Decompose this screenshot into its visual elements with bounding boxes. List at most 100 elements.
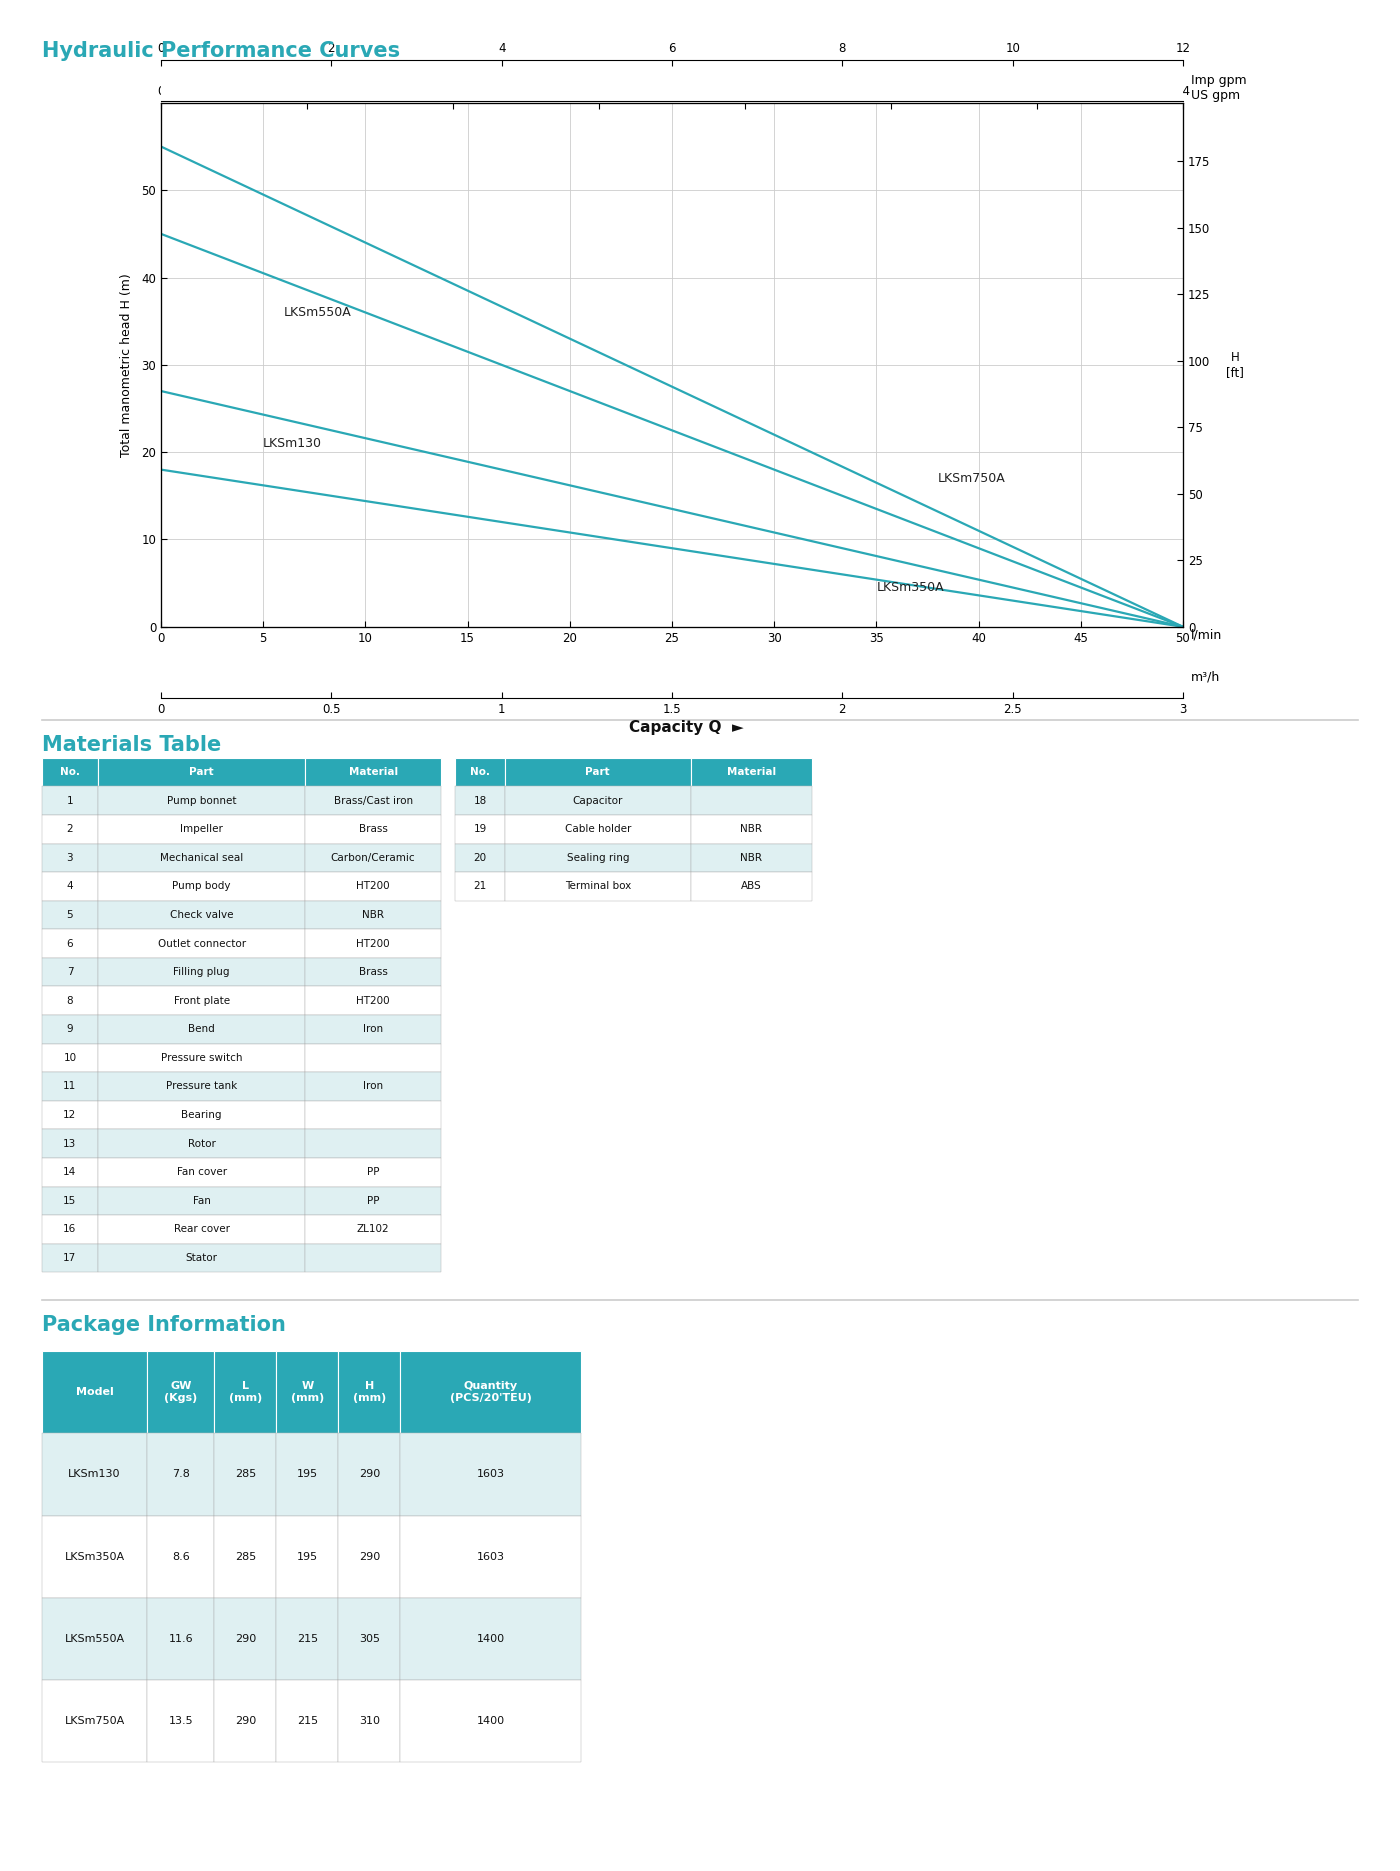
Text: 11: 11: [63, 1081, 77, 1091]
FancyBboxPatch shape: [455, 872, 505, 900]
FancyBboxPatch shape: [98, 958, 305, 986]
FancyBboxPatch shape: [400, 1351, 581, 1433]
FancyBboxPatch shape: [214, 1680, 276, 1762]
FancyBboxPatch shape: [400, 1516, 581, 1598]
Text: 16: 16: [63, 1224, 77, 1235]
FancyBboxPatch shape: [505, 872, 690, 900]
Text: Carbon/Ceramic: Carbon/Ceramic: [330, 853, 416, 863]
Text: Imp gpm: Imp gpm: [1191, 73, 1247, 86]
Text: 14: 14: [63, 1168, 77, 1177]
Text: Stator: Stator: [186, 1254, 217, 1263]
Text: 17: 17: [63, 1254, 77, 1263]
Text: 1603: 1603: [477, 1551, 505, 1562]
Text: Brass: Brass: [358, 967, 388, 977]
FancyBboxPatch shape: [276, 1351, 339, 1433]
FancyBboxPatch shape: [505, 816, 690, 844]
FancyBboxPatch shape: [42, 1014, 98, 1044]
FancyBboxPatch shape: [98, 1100, 305, 1130]
Text: 13.5: 13.5: [168, 1716, 193, 1727]
Text: 290: 290: [358, 1551, 379, 1562]
FancyBboxPatch shape: [42, 930, 98, 958]
Text: Check valve: Check valve: [169, 909, 234, 921]
Text: Part: Part: [585, 767, 610, 776]
Text: 8: 8: [67, 995, 73, 1007]
Text: Filling plug: Filling plug: [174, 967, 230, 977]
FancyBboxPatch shape: [42, 1680, 147, 1762]
FancyBboxPatch shape: [339, 1433, 400, 1516]
FancyBboxPatch shape: [98, 900, 305, 930]
FancyBboxPatch shape: [42, 1516, 147, 1598]
Text: 215: 215: [297, 1716, 318, 1727]
Text: Material: Material: [727, 767, 776, 776]
Text: 9: 9: [67, 1023, 73, 1035]
FancyBboxPatch shape: [505, 758, 690, 786]
Text: Model: Model: [76, 1386, 113, 1398]
Text: 6: 6: [67, 939, 73, 949]
Text: PP: PP: [367, 1168, 379, 1177]
FancyBboxPatch shape: [42, 1186, 98, 1214]
Text: NBR: NBR: [363, 909, 384, 921]
Text: Quantity
(PCS/20'TEU): Quantity (PCS/20'TEU): [449, 1381, 532, 1403]
FancyBboxPatch shape: [147, 1598, 214, 1680]
Text: Rear cover: Rear cover: [174, 1224, 230, 1235]
FancyBboxPatch shape: [505, 786, 690, 816]
Text: Cable holder: Cable holder: [564, 825, 631, 834]
Text: 305: 305: [358, 1633, 379, 1645]
Text: 195: 195: [297, 1469, 318, 1480]
FancyBboxPatch shape: [147, 1680, 214, 1762]
FancyBboxPatch shape: [98, 930, 305, 958]
Text: 1603: 1603: [477, 1469, 505, 1480]
FancyBboxPatch shape: [305, 1014, 441, 1044]
Text: 7.8: 7.8: [172, 1469, 190, 1480]
Text: Material: Material: [349, 767, 398, 776]
Text: 1400: 1400: [476, 1716, 505, 1727]
FancyBboxPatch shape: [98, 1130, 305, 1158]
FancyBboxPatch shape: [305, 1158, 441, 1186]
Text: No.: No.: [470, 767, 490, 776]
FancyBboxPatch shape: [98, 786, 305, 816]
Text: 290: 290: [358, 1469, 379, 1480]
FancyBboxPatch shape: [276, 1516, 339, 1598]
FancyBboxPatch shape: [147, 1516, 214, 1598]
FancyBboxPatch shape: [305, 900, 441, 930]
FancyBboxPatch shape: [42, 958, 98, 986]
Text: Bearing: Bearing: [182, 1110, 221, 1121]
FancyBboxPatch shape: [98, 844, 305, 872]
FancyBboxPatch shape: [42, 986, 98, 1014]
Text: 290: 290: [235, 1633, 256, 1645]
Text: 290: 290: [235, 1716, 256, 1727]
Text: 285: 285: [235, 1551, 256, 1562]
FancyBboxPatch shape: [214, 1516, 276, 1598]
FancyBboxPatch shape: [339, 1598, 400, 1680]
Text: 19: 19: [473, 825, 487, 834]
Text: Materials Table: Materials Table: [42, 735, 221, 756]
FancyBboxPatch shape: [42, 1158, 98, 1186]
FancyBboxPatch shape: [98, 1014, 305, 1044]
Text: ZL102: ZL102: [357, 1224, 389, 1235]
FancyBboxPatch shape: [42, 786, 98, 816]
Text: Capacitor: Capacitor: [573, 795, 623, 806]
Text: PP: PP: [367, 1196, 379, 1205]
FancyBboxPatch shape: [98, 1072, 305, 1100]
Text: 7: 7: [67, 967, 73, 977]
FancyBboxPatch shape: [400, 1433, 581, 1516]
FancyBboxPatch shape: [305, 958, 441, 986]
FancyBboxPatch shape: [98, 1244, 305, 1272]
Text: 11.6: 11.6: [168, 1633, 193, 1645]
FancyBboxPatch shape: [305, 758, 441, 786]
FancyBboxPatch shape: [305, 816, 441, 844]
FancyBboxPatch shape: [305, 1072, 441, 1100]
Text: Rotor: Rotor: [188, 1139, 216, 1149]
Text: 21: 21: [473, 881, 487, 891]
Text: 10: 10: [63, 1053, 77, 1063]
Text: 8.6: 8.6: [172, 1551, 189, 1562]
Text: 195: 195: [297, 1551, 318, 1562]
FancyBboxPatch shape: [276, 1598, 339, 1680]
Text: 20: 20: [473, 853, 487, 863]
Text: l/min: l/min: [1191, 629, 1222, 642]
FancyBboxPatch shape: [42, 758, 98, 786]
Text: Bend: Bend: [188, 1023, 216, 1035]
FancyBboxPatch shape: [305, 930, 441, 958]
FancyBboxPatch shape: [214, 1433, 276, 1516]
Text: 285: 285: [235, 1469, 256, 1480]
